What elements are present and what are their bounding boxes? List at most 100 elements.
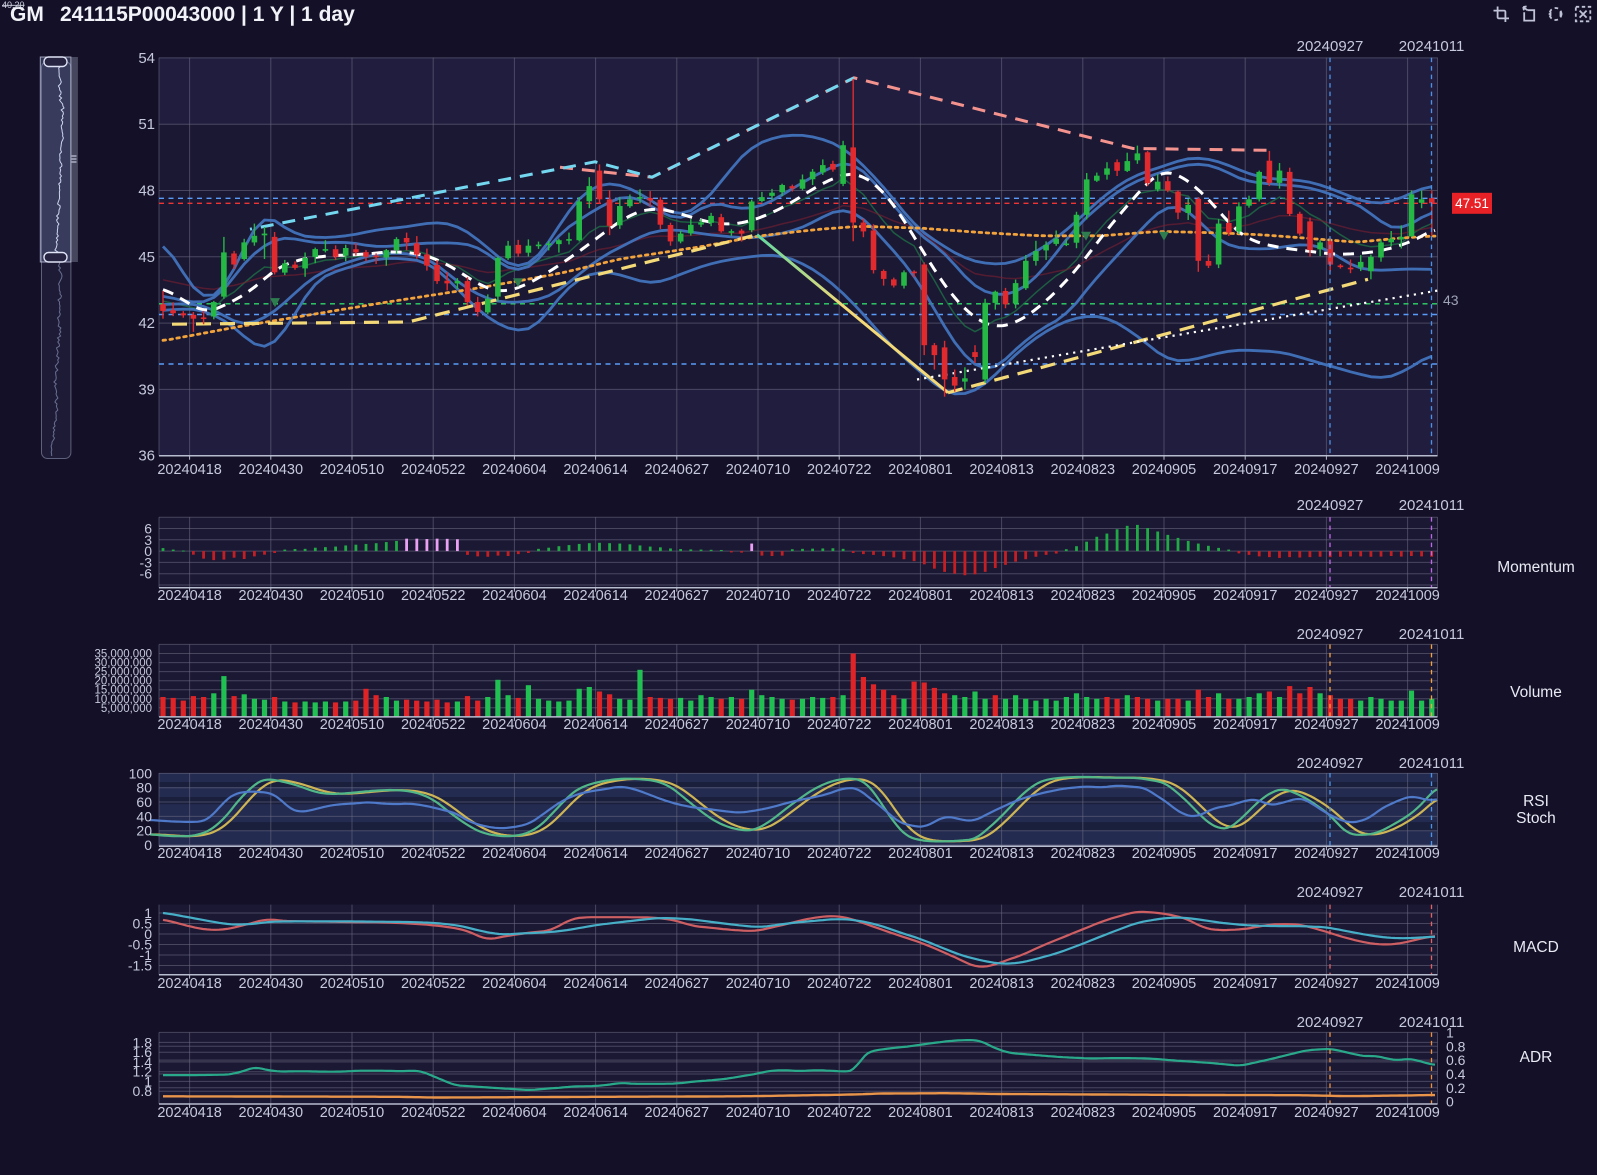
svg-text:20240710: 20240710 bbox=[726, 1105, 791, 1121]
svg-text:30,000,000: 30,000,000 bbox=[94, 658, 152, 670]
svg-text:20240710: 20240710 bbox=[726, 588, 791, 604]
svg-text:0: 0 bbox=[144, 837, 152, 853]
svg-text:6: 6 bbox=[144, 521, 152, 537]
svg-text:1.4: 1.4 bbox=[133, 1054, 153, 1070]
svg-text:54: 54 bbox=[138, 50, 155, 67]
svg-text:20241009: 20241009 bbox=[1375, 588, 1440, 604]
svg-text:20240418: 20240418 bbox=[157, 976, 222, 992]
svg-text:20240627: 20240627 bbox=[645, 976, 710, 992]
svg-text:20241009: 20241009 bbox=[1375, 846, 1440, 862]
svg-text:47.51: 47.51 bbox=[1455, 196, 1489, 211]
svg-text:20240905: 20240905 bbox=[1132, 1105, 1197, 1121]
svg-text:20240418: 20240418 bbox=[157, 462, 222, 478]
svg-text:43: 43 bbox=[1443, 292, 1459, 308]
svg-text:20240722: 20240722 bbox=[807, 717, 872, 733]
svg-text:20240905: 20240905 bbox=[1132, 462, 1197, 478]
svg-text:20241011: 20241011 bbox=[1399, 884, 1465, 901]
svg-text:20240905: 20240905 bbox=[1132, 588, 1197, 604]
svg-text:100: 100 bbox=[129, 765, 153, 781]
svg-text:20240813: 20240813 bbox=[969, 1105, 1034, 1121]
svg-text:20240823: 20240823 bbox=[1051, 1105, 1116, 1121]
svg-text:20240813: 20240813 bbox=[969, 846, 1034, 862]
svg-text:-1: -1 bbox=[140, 947, 153, 963]
svg-text:0.5: 0.5 bbox=[133, 916, 153, 932]
svg-text:ADR: ADR bbox=[1520, 1049, 1553, 1066]
svg-text:20240823: 20240823 bbox=[1051, 846, 1116, 862]
svg-text:5,000,000: 5,000,000 bbox=[101, 703, 152, 715]
svg-text:20240522: 20240522 bbox=[401, 462, 466, 478]
svg-text:20240927: 20240927 bbox=[1297, 626, 1364, 643]
svg-text:20240801: 20240801 bbox=[888, 976, 953, 992]
svg-text:20240430: 20240430 bbox=[239, 717, 304, 733]
svg-text:20240710: 20240710 bbox=[726, 846, 791, 862]
svg-text:20240430: 20240430 bbox=[239, 462, 304, 478]
svg-text:20240823: 20240823 bbox=[1051, 462, 1116, 478]
svg-text:20240510: 20240510 bbox=[320, 462, 385, 478]
svg-text:51: 51 bbox=[138, 116, 155, 133]
svg-text:20240614: 20240614 bbox=[563, 462, 628, 478]
svg-text:RSI: RSI bbox=[1523, 793, 1549, 810]
svg-text:20240917: 20240917 bbox=[1213, 588, 1278, 604]
svg-text:20240510: 20240510 bbox=[320, 846, 385, 862]
svg-text:80: 80 bbox=[136, 780, 152, 796]
svg-text:1.2: 1.2 bbox=[133, 1064, 153, 1080]
svg-text:20241009: 20241009 bbox=[1375, 976, 1440, 992]
svg-text:20240905: 20240905 bbox=[1132, 976, 1197, 992]
svg-text:20240614: 20240614 bbox=[563, 717, 628, 733]
svg-text:MACD: MACD bbox=[1513, 939, 1559, 956]
svg-text:20240627: 20240627 bbox=[645, 1105, 710, 1121]
svg-text:20240522: 20240522 bbox=[401, 1105, 466, 1121]
svg-text:20241011: 20241011 bbox=[1399, 38, 1465, 55]
svg-text:20240522: 20240522 bbox=[401, 976, 466, 992]
svg-text:20240927: 20240927 bbox=[1294, 846, 1359, 862]
svg-text:20241009: 20241009 bbox=[1375, 462, 1440, 478]
svg-text:20240510: 20240510 bbox=[320, 588, 385, 604]
svg-text:20240710: 20240710 bbox=[726, 717, 791, 733]
svg-text:40.20: 40.20 bbox=[2, 0, 25, 10]
svg-text:20240801: 20240801 bbox=[888, 717, 953, 733]
svg-text:20240430: 20240430 bbox=[239, 588, 304, 604]
svg-text:GM: GM bbox=[10, 3, 44, 26]
svg-text:0: 0 bbox=[1446, 1094, 1454, 1110]
svg-text:1: 1 bbox=[144, 1073, 152, 1089]
svg-text:20240927: 20240927 bbox=[1297, 497, 1364, 514]
svg-text:20240510: 20240510 bbox=[320, 1105, 385, 1121]
svg-text:20240722: 20240722 bbox=[807, 1105, 872, 1121]
svg-text:0.4: 0.4 bbox=[1446, 1066, 1466, 1082]
svg-text:20240510: 20240510 bbox=[320, 717, 385, 733]
svg-text:20240722: 20240722 bbox=[807, 846, 872, 862]
svg-text:20240927: 20240927 bbox=[1297, 884, 1364, 901]
svg-text:20240604: 20240604 bbox=[482, 462, 547, 478]
svg-text:20240801: 20240801 bbox=[888, 462, 953, 478]
svg-text:20240927: 20240927 bbox=[1294, 588, 1359, 604]
svg-text:20240801: 20240801 bbox=[888, 588, 953, 604]
svg-text:40: 40 bbox=[136, 808, 152, 824]
svg-text:20240813: 20240813 bbox=[969, 462, 1034, 478]
svg-text:20240627: 20240627 bbox=[645, 462, 710, 478]
svg-text:20240722: 20240722 bbox=[807, 462, 872, 478]
svg-text:0.8: 0.8 bbox=[1446, 1038, 1466, 1054]
svg-text:20240510: 20240510 bbox=[320, 976, 385, 992]
svg-text:20240927: 20240927 bbox=[1294, 1105, 1359, 1121]
svg-text:20240927: 20240927 bbox=[1297, 1014, 1364, 1031]
svg-text:20240722: 20240722 bbox=[807, 588, 872, 604]
svg-text:20240614: 20240614 bbox=[563, 588, 628, 604]
svg-text:20241011: 20241011 bbox=[1399, 497, 1465, 514]
svg-text:48: 48 bbox=[138, 183, 155, 200]
svg-text:20241011: 20241011 bbox=[1399, 755, 1465, 772]
svg-text:20240710: 20240710 bbox=[726, 976, 791, 992]
svg-text:0: 0 bbox=[144, 543, 152, 559]
svg-text:20240604: 20240604 bbox=[482, 976, 547, 992]
svg-text:20: 20 bbox=[136, 823, 152, 839]
svg-text:20240905: 20240905 bbox=[1132, 846, 1197, 862]
svg-text:3: 3 bbox=[144, 532, 152, 548]
svg-text:20240604: 20240604 bbox=[482, 588, 547, 604]
svg-text:20240917: 20240917 bbox=[1213, 1105, 1278, 1121]
svg-text:60: 60 bbox=[136, 794, 152, 810]
svg-text:10,000,000: 10,000,000 bbox=[94, 694, 152, 706]
svg-text:25,000,000: 25,000,000 bbox=[94, 667, 152, 679]
svg-text:-3: -3 bbox=[140, 554, 153, 570]
svg-text:20241011: 20241011 bbox=[1399, 626, 1465, 643]
svg-text:20,000,000: 20,000,000 bbox=[94, 676, 152, 688]
svg-text:0.8: 0.8 bbox=[133, 1083, 153, 1099]
